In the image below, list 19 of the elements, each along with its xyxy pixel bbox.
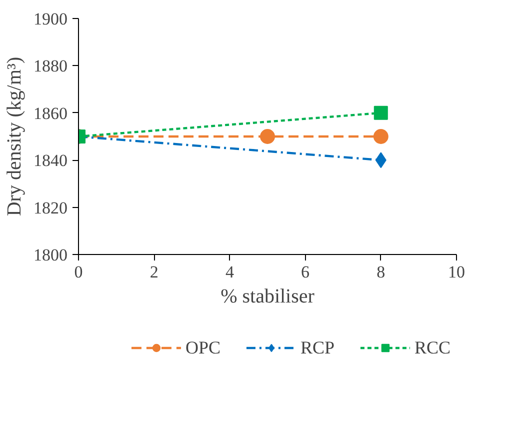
x-tick-label: 2 — [150, 262, 158, 282]
y-tick-label: 1820 — [34, 198, 68, 218]
x-tick-label: 10 — [448, 262, 465, 282]
y-tick-label: 1900 — [34, 10, 68, 28]
point — [260, 129, 275, 144]
x-tick-label: 4 — [225, 262, 234, 282]
y-tick-label: 1840 — [34, 151, 68, 170]
y-tick-label: 1800 — [34, 246, 68, 264]
point — [373, 129, 388, 144]
x-tick-label: 6 — [301, 262, 310, 282]
x-tick-label: 0 — [74, 262, 83, 282]
legend-label: RCP — [300, 337, 335, 358]
y-tick-label: 1860 — [34, 104, 68, 123]
x-tick-label: 8 — [376, 262, 386, 282]
y-axis-title: Dry density (kg/m³) — [4, 56, 26, 216]
legend-label: RCC — [414, 337, 451, 358]
legend-label: OPC — [185, 337, 220, 358]
y-tick-label: 1880 — [34, 56, 68, 76]
x-axis-title: % stabiliser — [220, 286, 315, 308]
